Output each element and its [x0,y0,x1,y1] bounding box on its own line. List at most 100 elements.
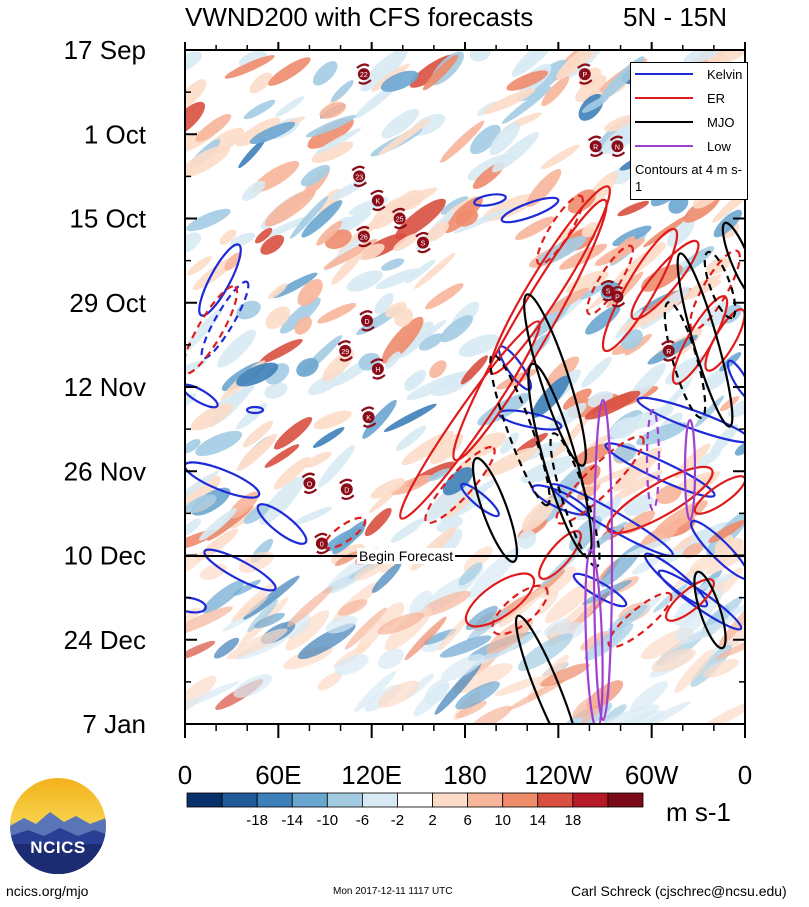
anomaly-patch [265,306,291,329]
anomaly-patch [190,403,234,431]
anomaly-patch [498,587,545,628]
anomaly-patch [249,121,296,144]
anomaly-patch [612,469,663,501]
storm-id: K [366,415,371,422]
anomaly-patch [226,628,288,660]
anomaly-patch [185,232,202,254]
anomaly-patch [682,543,704,559]
anomaly-patch [694,395,725,428]
wave-contour [586,244,634,316]
wave-contour [245,405,265,415]
wave-contour [604,442,716,498]
anomaly-patch [312,427,345,448]
anomaly-patch [494,676,541,697]
anomaly-patch [243,503,271,524]
anomaly-patch [254,612,285,629]
anomaly-patch [483,447,538,477]
storm-id: H [375,367,380,374]
anomaly-patch [255,227,273,244]
anomaly-patch [674,536,694,552]
anomaly-patch [272,272,318,299]
anomaly-patch [289,196,329,239]
storm-id: 22 [360,72,368,79]
ncics-logo[interactable]: NCICS [10,778,106,874]
anomaly-patch [242,180,266,201]
anomaly-patch [331,250,364,286]
anomaly-patch [517,530,537,549]
legend: Kelvin ER MJO Low Contours at 4 m s-1 [630,62,748,200]
anomaly-patch [231,594,269,622]
anomaly-patch [297,278,323,307]
anomaly-patch [241,437,275,464]
anomaly-patch [381,258,405,271]
storm-id: 26 [360,235,368,242]
anomaly-patch [344,607,388,650]
storm-marker: 25 [391,207,408,230]
anomaly-patch [273,416,313,450]
anomaly-patch [455,209,479,227]
anomaly-patch [661,526,715,564]
wave-contour [683,418,697,522]
colorbar-label: -10 [316,812,338,829]
anomaly-patch [242,420,274,448]
wave-contour [185,285,239,375]
anomaly-patch [531,375,570,418]
anomaly-patch [643,214,689,248]
anomaly-patch [243,575,300,620]
anomaly-patch [544,580,596,623]
anomaly-patch [674,443,711,479]
wave-contour [584,548,604,724]
legend-label: MJO [707,114,735,130]
storm-id: R [593,144,598,151]
legend-label: ER [707,90,726,106]
wave-contour [572,572,628,608]
anomaly-patch [442,467,474,496]
anomaly-patch [515,432,549,455]
anomaly-patch [381,108,420,139]
anomaly-patch [616,710,665,724]
x-tick-label: 0 [738,760,752,790]
anomaly-patch [185,494,217,514]
anomaly-patch [287,586,333,628]
storm-marker: N [609,135,626,157]
anomaly-patch [268,57,311,86]
anomaly-patch [381,316,424,364]
wave-contour [399,320,541,520]
anomaly-patch [622,510,656,535]
logo-text: NCICS [30,838,86,857]
wave-contour [601,227,679,353]
anomaly-patch [185,51,203,72]
anomaly-patch [285,610,330,651]
anomaly-patch [377,612,425,635]
storm-marker: 0 [314,532,330,555]
y-tick-label: 26 Nov [64,456,146,486]
x-tick-label: 180 [443,760,486,790]
anomaly-patch [603,704,627,723]
anomaly-patch [455,700,487,718]
wave-contour [645,408,661,512]
anomaly-patch [543,618,571,637]
anomaly-patch [312,61,338,86]
wave-contour [721,221,745,299]
anomaly-patch [697,701,745,724]
wave-contour [200,280,250,360]
anomaly-patch [236,362,279,387]
y-tick-label: 10 Dec [64,541,146,571]
y-tick-label: 17 Sep [64,35,146,65]
anomaly-patch [301,200,343,238]
anomaly-patch [315,128,361,154]
anomaly-patch [666,216,695,248]
footer-url[interactable]: ncics.org/mjo [6,883,89,899]
anomaly-patch [326,554,378,594]
anomaly-patch [632,556,660,575]
wave-contour [726,359,745,401]
chart-lat-range: 5N - 15N [623,2,728,32]
colorbar-label: 10 [494,812,511,829]
anomaly-patch [364,507,392,537]
anomaly-patch [434,660,483,715]
wave-contour [523,293,587,467]
legend-swatch [635,145,693,147]
anomaly-patch [581,357,612,388]
colorbar: -18 -14 -10 -6 -2 2 6 10 14 18 [186,792,644,829]
wave-contour [630,239,700,321]
